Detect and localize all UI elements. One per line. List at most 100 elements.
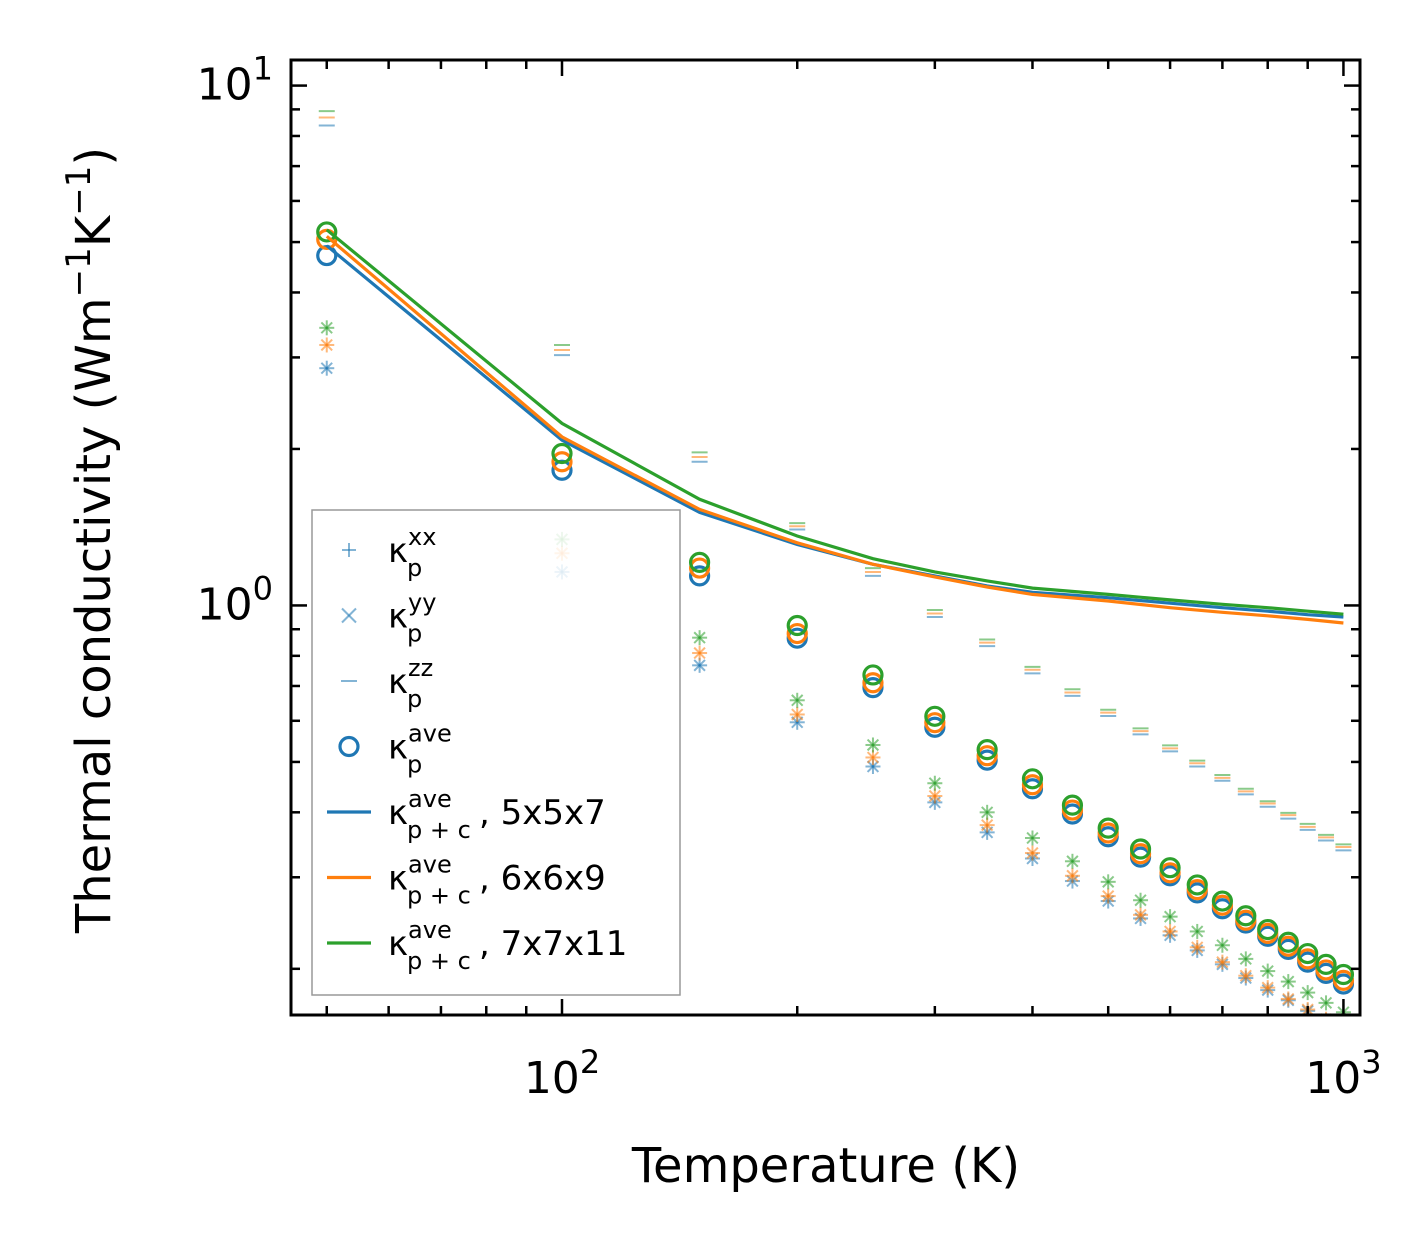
legend-entry-4-label: κave p + c, 5x5x7 xyxy=(388,785,606,844)
point-kp-xx-yy-7x7x11-150 xyxy=(692,630,708,646)
point-kp-ave-6x6x9-200 xyxy=(786,622,808,645)
point-kp-ave-7x7x11-700 xyxy=(1211,890,1233,912)
point-kp-xx-yy-6x6x9-850-d2 xyxy=(1282,992,1295,1006)
point-kp-xx-yy-7x7x11-500 xyxy=(1100,874,1116,890)
legend-entry-2-label: κzz p xyxy=(388,654,433,713)
point-kp-ave-7x7x11-500-shape xyxy=(1097,817,1119,839)
legend-entry-5: κave p + c, 6x6x9 xyxy=(327,851,606,910)
point-kp-ave-7x7x11-250 xyxy=(862,664,884,686)
point-kp-ave-7x7x11-900-shape xyxy=(1297,942,1319,965)
y-tick-label-1: 100 xyxy=(197,569,273,630)
point-kp-ave-7x7x11-450-shape xyxy=(1061,794,1084,816)
point-kp-ave-7x7x11-400-shape xyxy=(1021,768,1044,790)
point-kp-xx-yy-7x7x11-750-d2 xyxy=(1239,952,1252,965)
point-kp-xx-yy-7x7x11-550 xyxy=(1133,892,1149,908)
point-kp-xx-yy-7x7x11-50-d2 xyxy=(320,321,333,334)
point-kp-xx-yy-6x6x9-600-d2 xyxy=(1163,925,1177,938)
point-kp-xx-yy-5x5x7-150-d2 xyxy=(693,659,706,672)
point-kp-ave-7x7x11-100-shape xyxy=(551,442,573,465)
point-kp-xx-yy-7x7x11-200 xyxy=(789,692,805,708)
point-kp-ave-7x7x11-1000-shape xyxy=(1332,963,1355,986)
point-kp-xx-yy-7x7x11-600 xyxy=(1162,909,1178,925)
point-kp-xx-yy-7x7x11-150-d2 xyxy=(693,631,706,644)
point-kp-xx-yy-5x5x7-950-d2 xyxy=(1330,1014,1332,1015)
point-kp-xx-yy-7x7x11-50 xyxy=(319,320,335,336)
point-kp-ave-6x6x9-300-shape xyxy=(924,712,946,734)
point-kp-ave-6x6x9-100 xyxy=(551,451,573,473)
point-kp-xx-yy-6x6x9-300-d2 xyxy=(928,789,941,803)
point-kp-ave-7x7x11-450 xyxy=(1061,794,1084,816)
point-kp-xx-yy-7x7x11-250-d2 xyxy=(866,738,880,752)
point-kp-xx-yy-6x6x9-1000-d2 xyxy=(1338,1024,1349,1035)
point-kp-xx-yy-6x6x9-500 xyxy=(1100,888,1116,904)
point-kp-ave-6x6x9-200-shape xyxy=(786,622,808,645)
point-kp-ave-7x7x11-800-shape xyxy=(1257,918,1279,941)
point-kp-xx-yy-7x7x11-500-d2 xyxy=(1102,875,1115,888)
point-kp-xx-yy-6x6x9-250-d2 xyxy=(866,751,880,764)
series-kp-zz-6x6x9 xyxy=(318,116,1352,849)
point-kp-ave-7x7x11-50 xyxy=(316,221,338,243)
x-tick-label-1000: 103 xyxy=(1305,1043,1381,1104)
point-kp-ave-6x6x9-350 xyxy=(976,745,998,767)
point-kp-ave-5x5x7-150-shape xyxy=(689,565,711,587)
point-kp-xx-yy-6x6x9-700 xyxy=(1214,954,1230,970)
series-kp-zz-5x5x7 xyxy=(318,124,1352,852)
point-kp-xx-yy-6x6x9-800-d2 xyxy=(1261,981,1274,994)
point-kp-xx-yy-7x7x11-950-d2 xyxy=(1319,996,1333,1009)
point-kp-ave-7x7x11-750-shape xyxy=(1235,905,1257,927)
point-kp-ave-7x7x11-700-shape xyxy=(1211,890,1233,912)
point-kp-xx-yy-6x6x9-750 xyxy=(1238,968,1254,984)
point-kp-ave-7x7x11-250-shape xyxy=(862,664,884,686)
point-kp-xx-yy-6x6x9-600 xyxy=(1162,923,1178,939)
legend-entry-3-label: κave p xyxy=(388,720,452,779)
point-kp-xx-yy-7x7x11-950 xyxy=(1318,995,1334,1011)
point-kp-ave-7x7x11-300-shape xyxy=(924,705,946,727)
point-kp-xx-yy-6x6x9-1000-d1 xyxy=(1338,1024,1349,1035)
point-kp-ave-7x7x11-950-shape xyxy=(1315,953,1337,975)
y-tick-label-10: 101 xyxy=(197,50,273,111)
legend-entry-1-marker xyxy=(341,607,357,624)
axis-ticks: 102 103 100 101 xyxy=(197,50,1382,1104)
point-kp-ave-6x6x9-300 xyxy=(924,712,946,734)
point-kp-xx-yy-6x6x9-750-d2 xyxy=(1239,969,1252,982)
point-kp-xx-yy-6x6x9-650-d2 xyxy=(1191,941,1204,954)
point-kp-xx-yy-7x7x11-700-d2 xyxy=(1216,939,1229,952)
point-kp-xx-yy-7x7x11-450-d2 xyxy=(1066,855,1079,868)
point-kp-xx-yy-7x7x11-450 xyxy=(1064,853,1080,869)
point-kp-xx-yy-7x7x11-650 xyxy=(1189,923,1205,939)
legend-entry-1: κyy p xyxy=(341,589,436,648)
point-kp-xx-yy-6x6x9-150 xyxy=(692,645,708,661)
legend-entry-6-label: κave p + c, 7x7x11 xyxy=(388,916,627,975)
series-kp-zz-7x7x11 xyxy=(318,110,1352,846)
point-kp-xx-yy-6x6x9-400 xyxy=(1024,845,1040,861)
point-kp-ave-7x7x11-50-shape xyxy=(316,221,338,243)
point-kp-ave-7x7x11-1000 xyxy=(1332,963,1355,986)
legend-entry-2: κzz p xyxy=(341,654,433,713)
series-kp-ave-7x7x11 xyxy=(316,221,1355,986)
point-kp-ave-7x7x11-100 xyxy=(551,442,573,465)
point-kp-xx-yy-6x6x9-50 xyxy=(319,337,335,353)
point-kp-ave-6x6x9-250-shape xyxy=(862,672,884,694)
point-kp-xx-yy-7x7x11-750 xyxy=(1238,951,1254,967)
legend-entry-4: κave p + c, 5x5x7 xyxy=(327,785,606,844)
point-kp-ave-7x7x11-200 xyxy=(786,614,808,637)
point-kp-xx-yy-5x5x7-1000 xyxy=(1336,1023,1351,1038)
point-kp-xx-yy-7x7x11-250 xyxy=(865,737,881,753)
point-kp-ave-7x7x11-150-shape xyxy=(689,551,711,574)
point-kp-xx-yy-5x5x7-1000-d1 xyxy=(1338,1025,1349,1036)
point-kp-xx-yy-7x7x11-400-d2 xyxy=(1026,831,1039,845)
point-kp-xx-yy-7x7x11-900 xyxy=(1300,985,1316,1001)
point-kp-xx-yy-5x5x7-50-d2 xyxy=(320,362,333,375)
point-kp-xx-yy-7x7x11-850-d2 xyxy=(1282,975,1295,988)
point-kp-xx-yy-6x6x9-200-d2 xyxy=(791,708,804,721)
point-kp-xx-yy-7x7x11-650-d2 xyxy=(1191,925,1204,938)
legend-entry-3-marker xyxy=(338,735,360,758)
point-kp-ave-7x7x11-150 xyxy=(689,551,711,574)
point-kp-xx-yy-7x7x11-400 xyxy=(1024,830,1040,846)
point-kp-xx-yy-7x7x11-800 xyxy=(1260,963,1276,979)
point-kp-xx-yy-6x6x9-550 xyxy=(1133,907,1149,923)
point-kp-xx-yy-6x6x9-350-d2 xyxy=(981,818,994,832)
legend-entry-1-label: κyy p xyxy=(388,589,436,648)
point-kp-ave-6x6x9-150 xyxy=(689,557,711,579)
point-kp-xx-yy-6x6x9-50-d2 xyxy=(320,338,333,352)
